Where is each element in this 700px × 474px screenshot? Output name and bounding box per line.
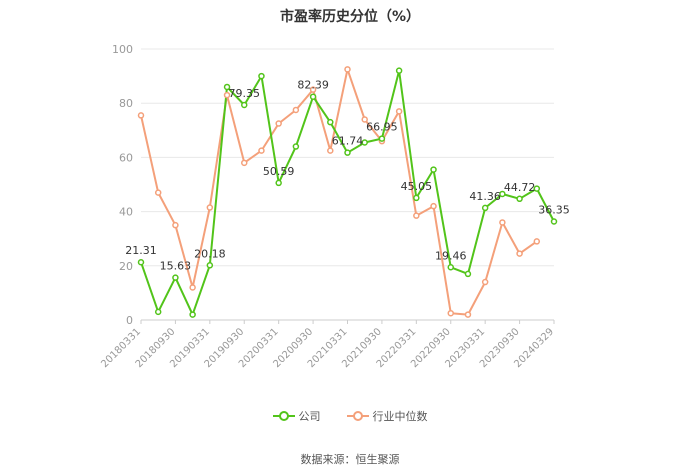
series-points bbox=[137, 66, 558, 318]
grid-lines bbox=[141, 48, 554, 321]
y-axis-ticks: 0 20 40 60 80 100 bbox=[112, 43, 133, 327]
y-tick-label: 20 bbox=[119, 260, 133, 273]
industry-data-point bbox=[361, 116, 368, 123]
company-data-point bbox=[550, 218, 558, 225]
company-data-point bbox=[223, 83, 231, 91]
company-data-point bbox=[189, 311, 196, 318]
company-data-label: 19.46 bbox=[435, 249, 467, 262]
y-tick-label: 100 bbox=[112, 43, 133, 56]
company-data-label: 61.74 bbox=[332, 135, 364, 148]
legend: 公司 行业中位数 bbox=[0, 408, 700, 424]
industry-data-point bbox=[327, 147, 334, 154]
y-tick-label: 0 bbox=[126, 314, 133, 327]
company-data-point bbox=[533, 185, 541, 192]
industry-data-point bbox=[241, 159, 248, 167]
company-data-label: 66.95 bbox=[366, 121, 398, 134]
company-data-point bbox=[137, 258, 145, 266]
industry-data-point bbox=[533, 238, 541, 245]
company-data-point bbox=[447, 264, 454, 271]
industry-data-point bbox=[223, 91, 231, 99]
y-tick-label: 80 bbox=[119, 97, 133, 110]
legend-item-industry[interactable]: 行业中位数 bbox=[346, 408, 428, 424]
industry-data-point bbox=[137, 112, 145, 119]
industry-data-point bbox=[189, 284, 196, 291]
industry-data-point bbox=[172, 221, 179, 229]
company-data-point bbox=[172, 274, 179, 281]
industry-series-line bbox=[140, 68, 538, 316]
company-data-point bbox=[275, 179, 282, 187]
company-data-point bbox=[430, 166, 437, 173]
industry-data-point bbox=[481, 278, 489, 286]
company-data-label: 50.59 bbox=[263, 165, 295, 178]
company-data-point bbox=[378, 135, 386, 142]
industry-data-point bbox=[413, 212, 420, 219]
industry-data-point bbox=[154, 189, 162, 196]
company-data-label: 79.35 bbox=[229, 87, 261, 100]
industry-data-point bbox=[516, 250, 523, 257]
y-tick-label: 60 bbox=[119, 151, 133, 164]
industry-data-point bbox=[309, 86, 317, 93]
company-data-point bbox=[241, 101, 248, 109]
company-data-point bbox=[327, 118, 334, 126]
industry-data-point bbox=[206, 204, 214, 211]
company-data-label: 82.39 bbox=[297, 79, 329, 92]
company-data-label: 15.63 bbox=[160, 260, 192, 273]
company-data-point bbox=[206, 262, 214, 269]
company-data-point bbox=[361, 139, 368, 146]
industry-data-point bbox=[499, 219, 506, 226]
company-data-point bbox=[413, 194, 420, 202]
company-data-point bbox=[258, 72, 265, 80]
industry-data-point bbox=[344, 66, 351, 73]
company-data-point bbox=[395, 67, 403, 74]
legend-item-company[interactable]: 公司 bbox=[272, 408, 321, 424]
company-data-label: 44.72 bbox=[504, 181, 536, 194]
industry-data-point bbox=[464, 311, 472, 318]
company-data-label: 41.36 bbox=[469, 190, 501, 203]
industry-data-point bbox=[292, 106, 300, 114]
company-data-point bbox=[464, 270, 472, 278]
company-data-point bbox=[481, 204, 489, 212]
chart-title: 市盈率历史分位（%） bbox=[279, 9, 421, 25]
company-data-point bbox=[292, 143, 300, 150]
industry-data-point bbox=[447, 309, 454, 317]
company-data-point bbox=[516, 195, 523, 203]
company-data-point bbox=[154, 308, 162, 316]
legend-industry-label: 行业中位数 bbox=[372, 410, 428, 423]
legend-company-label: 公司 bbox=[298, 410, 321, 423]
company-data-label: 45.05 bbox=[401, 180, 433, 193]
industry-data-point bbox=[430, 202, 437, 210]
company-data-point bbox=[309, 93, 317, 100]
industry-data-point bbox=[258, 147, 265, 154]
industry-data-point bbox=[275, 120, 282, 127]
company-data-point bbox=[499, 190, 506, 198]
company-data-label: 20.18 bbox=[194, 247, 226, 260]
y-tick-label: 40 bbox=[119, 206, 133, 219]
company-data-label: 36.35 bbox=[538, 203, 570, 216]
legend-company-swatch-icon bbox=[272, 411, 295, 421]
x-axis: 2018033120180930201903312019093020200331… bbox=[99, 319, 556, 370]
company-data-label: 21.31 bbox=[125, 244, 157, 257]
legend-industry-swatch-icon bbox=[346, 411, 369, 421]
company-data-point bbox=[344, 149, 351, 156]
data-source: 数据来源：恒生聚源 bbox=[300, 453, 400, 466]
industry-data-point bbox=[395, 108, 403, 115]
